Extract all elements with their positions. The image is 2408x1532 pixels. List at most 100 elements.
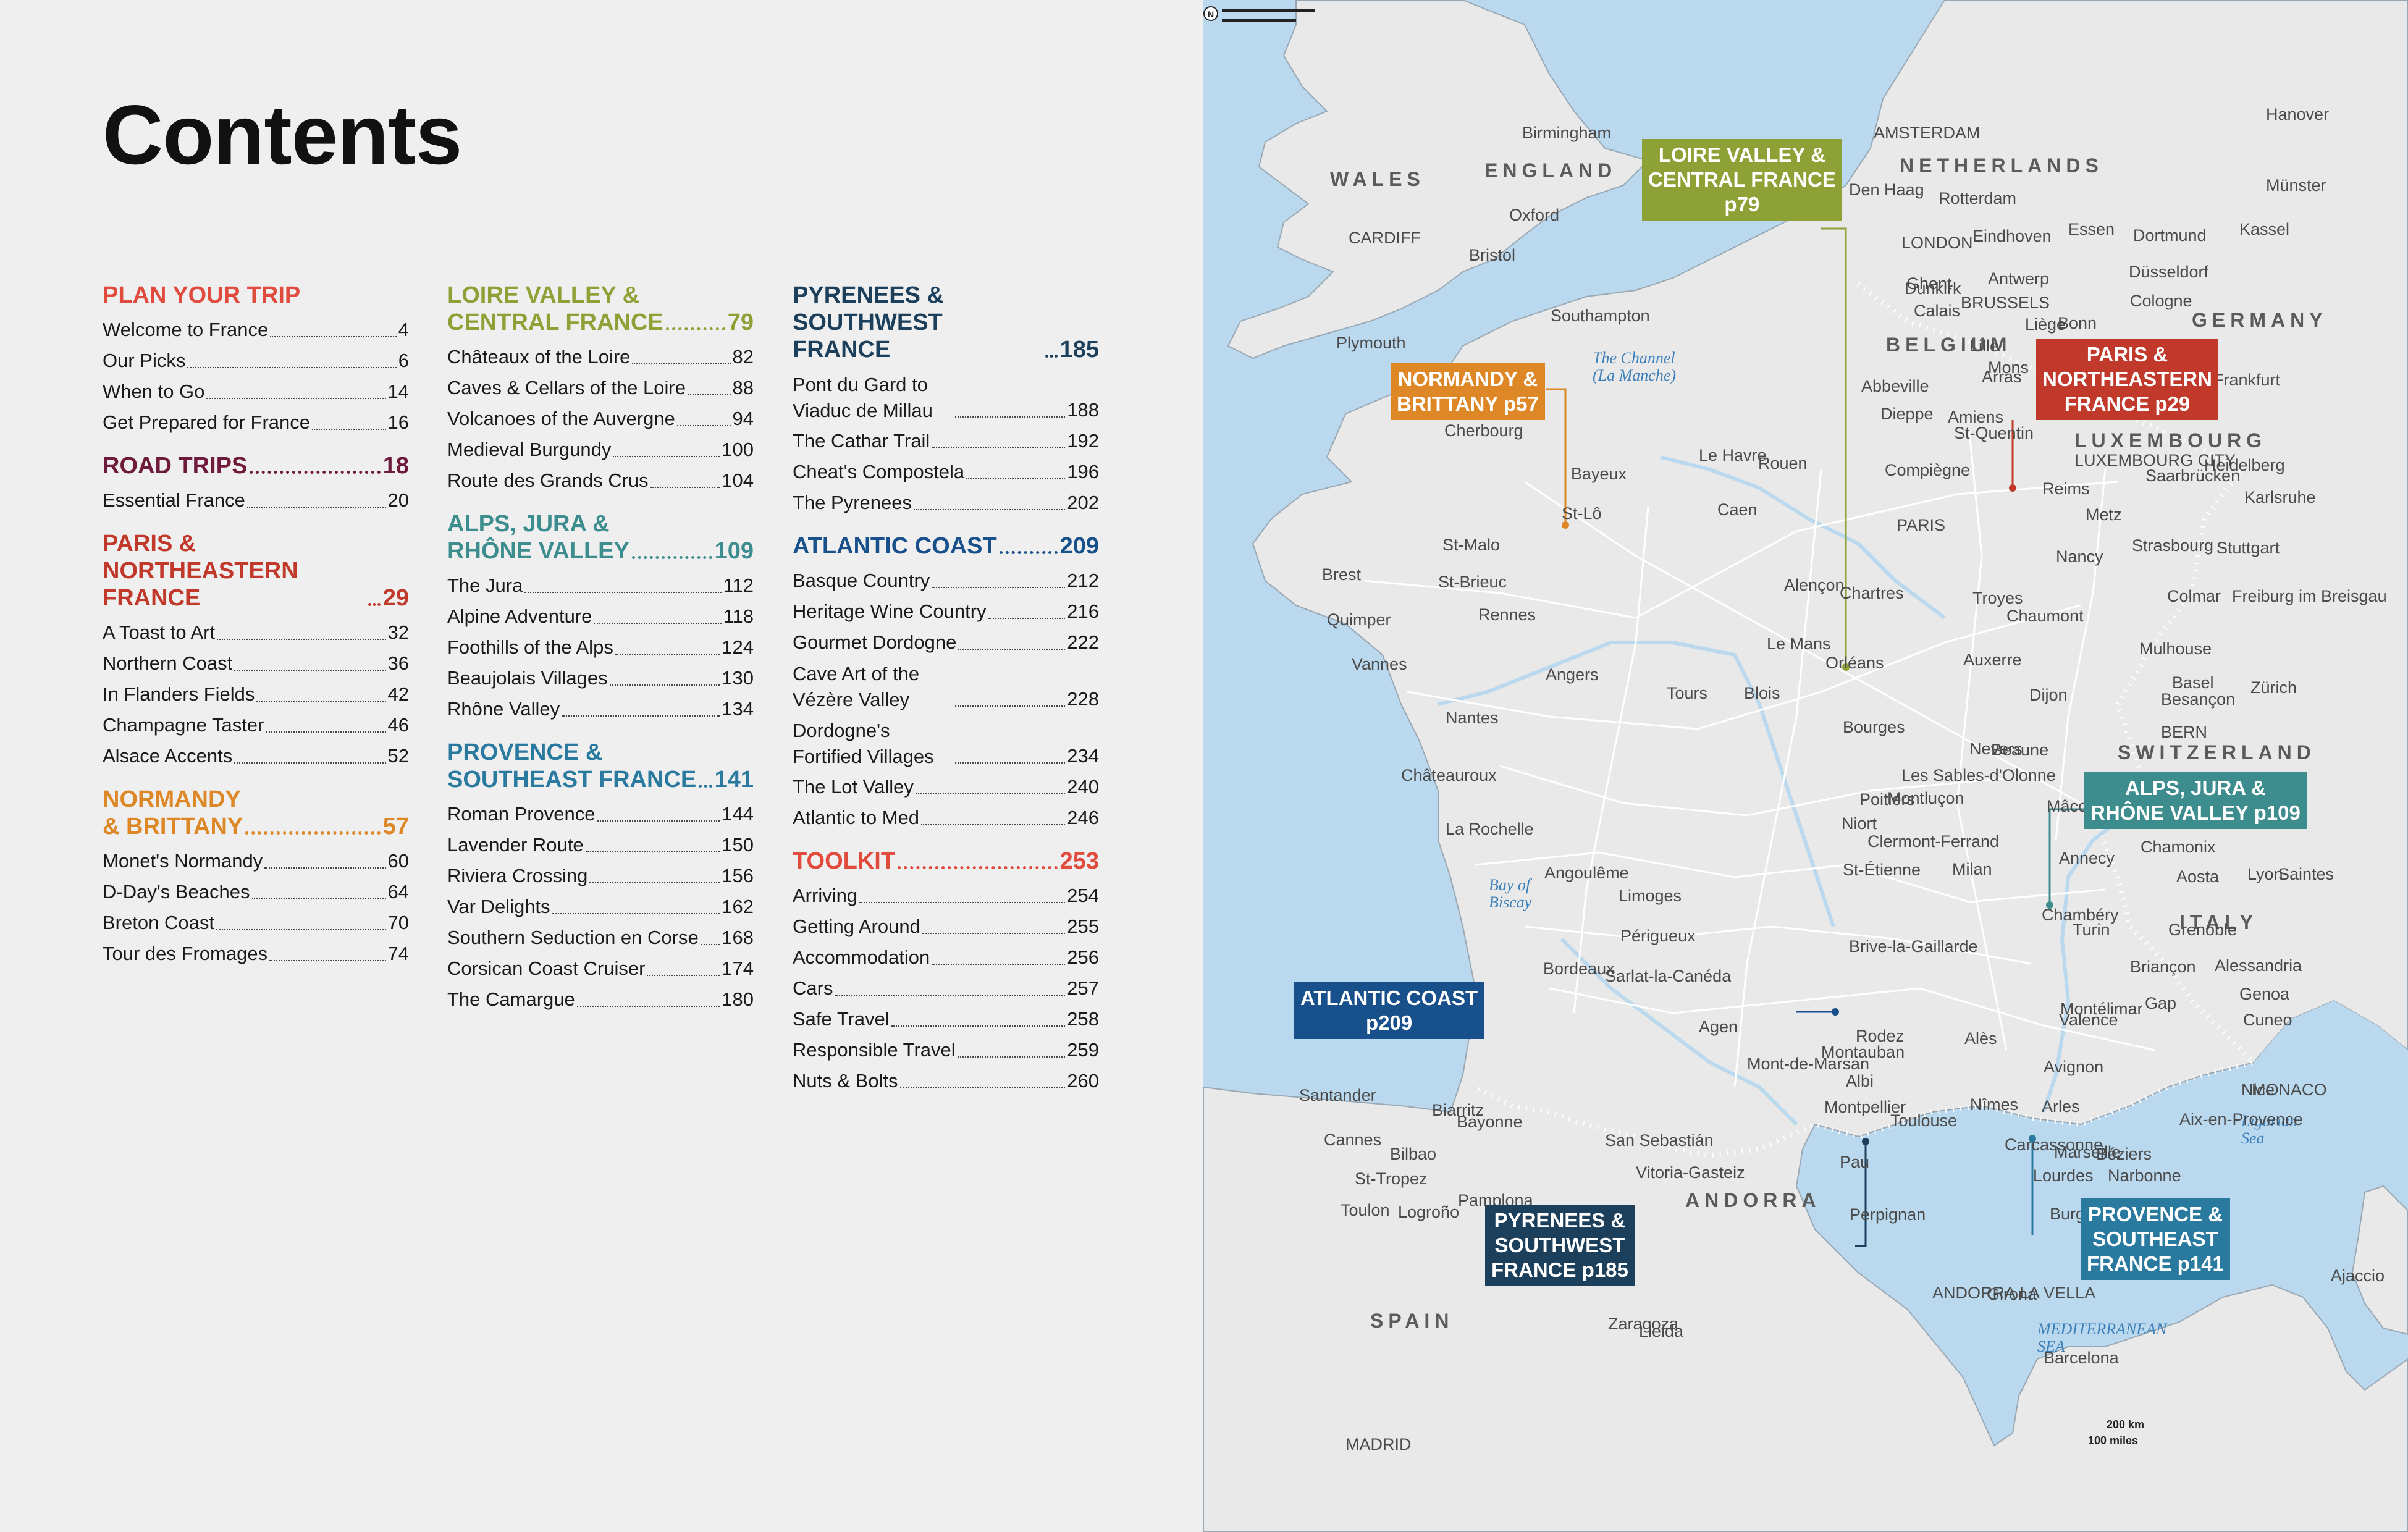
toc-entry[interactable]: Volcanoes of the Auvergne 94 xyxy=(447,402,754,432)
toc-entry[interactable]: Get Prepared for France 16 xyxy=(103,405,409,436)
page-title: Contents xyxy=(103,88,462,182)
toc-entry[interactable]: Southern Seduction en Corse 168 xyxy=(447,920,754,951)
toc-entry[interactable]: The Cathar Trail 192 xyxy=(793,424,1099,455)
toc-column-1: PLAN YOUR TRIP Welcome to France 4 Our Pick… xyxy=(103,282,409,983)
toc-entry[interactable]: Northern Coast 36 xyxy=(103,646,409,677)
dot-leader xyxy=(650,487,720,488)
toc-entry[interactable]: Our Picks 6 xyxy=(103,343,409,374)
city-label: Girona xyxy=(1987,1285,2037,1303)
sea-label: Bay of xyxy=(1489,876,1531,894)
city-label: Brive-la-Gaillarde xyxy=(1849,937,1978,956)
toc-entry[interactable]: Roman Provence 144 xyxy=(447,797,754,828)
region-callout[interactable]: ALPS, JURA & RHÔNE VALLEY p109 xyxy=(2084,772,2307,829)
dot-leader xyxy=(932,447,1066,448)
toc-entry[interactable]: Arriving 254 xyxy=(793,878,1099,909)
toc-entry[interactable]: Rhône Valley 134 xyxy=(447,692,754,723)
toc-entry[interactable]: Gourmet Dordogne 222 xyxy=(793,625,1099,656)
city-label: Nice xyxy=(2241,1080,2275,1099)
toc-entry[interactable]: Heritage Wine Country 216 xyxy=(793,594,1099,625)
toc-entry[interactable]: Monet's Normandy 60 xyxy=(103,844,409,875)
toc-entry[interactable]: Riviera Crossing 156 xyxy=(447,859,754,890)
toc-entry[interactable]: Alpine Adventure 118 xyxy=(447,599,754,630)
toc-entry[interactable]: Cars 257 xyxy=(793,971,1099,1002)
toc-entry-page: 124 xyxy=(722,636,754,658)
region-callout[interactable]: NORMANDY & BRITTANY p57 xyxy=(1391,363,1545,420)
city-label: Perpignan xyxy=(1850,1205,1926,1224)
toc-entry[interactable]: Châteaux of the Loire 82 xyxy=(447,340,754,371)
toc-section-title[interactable]: PROVENCE & SOUTHEAST FRANCE 141 xyxy=(447,739,754,793)
dot-leader xyxy=(958,649,1066,650)
toc-entry[interactable]: Pont du Gard to Viaduc de Millau 188 xyxy=(793,367,1099,424)
toc-entry[interactable]: Medieval Burgundy 100 xyxy=(447,432,754,463)
region-callout[interactable]: LOIRE VALLEY & CENTRAL FRANCE p79 xyxy=(1642,139,1842,221)
city-label: Besançon xyxy=(2161,690,2236,709)
toc-entry[interactable]: Basque Country 212 xyxy=(793,563,1099,594)
toc-entry[interactable]: Essential France 20 xyxy=(103,483,409,514)
toc-entry[interactable]: The Lot Valley 240 xyxy=(793,770,1099,801)
city-label: Niort xyxy=(1842,814,1877,833)
region-callout[interactable]: PARIS & NORTHEASTERN FRANCE p29 xyxy=(2036,339,2219,420)
city-label: Vitoria-Gasteiz xyxy=(1636,1163,1745,1182)
toc-section-title[interactable]: TOOLKIT 253 xyxy=(793,848,1099,875)
toc-section-title[interactable]: NORMANDY & BRITTANY 57 xyxy=(103,786,409,840)
toc-entry[interactable]: Atlantic to Med 246 xyxy=(793,801,1099,831)
toc-entry[interactable]: Var Delights 162 xyxy=(447,890,754,920)
toc-entry[interactable]: Welcome to France 4 xyxy=(103,313,409,343)
toc-entry-title: The Camargue xyxy=(447,988,575,1010)
toc-entry[interactable]: Alsace Accents 52 xyxy=(103,739,409,770)
toc-entry[interactable]: The Pyrenees 202 xyxy=(793,486,1099,516)
dot-leader xyxy=(585,851,720,852)
toc-section-title[interactable]: LOIRE VALLEY & CENTRAL FRANCE 79 xyxy=(447,282,754,336)
city-label: Toulouse xyxy=(1890,1111,1958,1130)
toc-entry[interactable]: Cave Art of the Vézère Valley 228 xyxy=(793,656,1099,713)
region-callout-text: RHÔNE VALLEY p109 xyxy=(2090,801,2301,824)
toc-entry[interactable]: Nuts & Bolts 260 xyxy=(793,1064,1099,1095)
toc-section-title[interactable]: ROAD TRIPS 18 xyxy=(103,452,409,479)
city-label: Essen xyxy=(2068,220,2115,238)
toc-entry[interactable]: D-Day's Beaches 64 xyxy=(103,875,409,906)
toc-section-title[interactable]: PYRENEES & SOUTHWEST FRANCE 185 xyxy=(793,282,1099,363)
toc-entry[interactable]: Cheat's Compostela 196 xyxy=(793,455,1099,486)
city-label: Santander xyxy=(1299,1086,1376,1105)
toc-entry[interactable]: Safe Travel 258 xyxy=(793,1002,1099,1033)
toc-entry[interactable]: Dordogne's Fortified Villages 234 xyxy=(793,713,1099,770)
toc-entry[interactable]: Lavender Route 150 xyxy=(447,828,754,859)
toc-entry[interactable]: Corsican Coast Cruiser 174 xyxy=(447,951,754,982)
region-callout[interactable]: PYRENEES & SOUTHWEST FRANCE p185 xyxy=(1485,1205,1635,1286)
toc-entry[interactable]: The Camargue 180 xyxy=(447,982,754,1013)
region-callout[interactable]: ATLANTIC COAST p209 xyxy=(1294,982,1484,1039)
toc-entry[interactable]: Accommodation 256 xyxy=(793,940,1099,971)
city-label: Brest xyxy=(1322,565,1362,584)
toc-entry-page: 168 xyxy=(722,927,754,948)
toc-section-page: 29 xyxy=(382,585,409,611)
city-label: Cologne xyxy=(2130,292,2192,310)
toc-section-title[interactable]: PLAN YOUR TRIP xyxy=(103,282,409,309)
toc-entry[interactable]: In Flanders Fields 42 xyxy=(103,677,409,708)
toc-entry[interactable]: The Jura 112 xyxy=(447,568,754,599)
toc-section-title[interactable]: ATLANTIC COAST 209 xyxy=(793,532,1099,560)
toc-section-title[interactable]: PARIS & NORTHEASTERN FRANCE 29 xyxy=(103,530,409,612)
region-callout[interactable]: PROVENCE & SOUTHEAST FRANCE p141 xyxy=(2081,1198,2230,1280)
toc-entry[interactable]: Foothills of the Alps 124 xyxy=(447,630,754,661)
toc-section-title[interactable]: ALPS, JURA & RHÔNE VALLEY 109 xyxy=(447,510,754,565)
toc-entry[interactable]: Getting Around 255 xyxy=(793,909,1099,940)
dot-leader xyxy=(562,715,720,717)
toc-section-title-text: CENTRAL FRANCE xyxy=(447,309,663,335)
france-region-map: WALES ENGLAND NETHERLANDS BELGIUM GERMANY LUX… xyxy=(1203,0,2408,1532)
toc-entry[interactable]: Route des Grands Crus 104 xyxy=(447,463,754,494)
country-label: GERMANY xyxy=(2192,309,2328,331)
dot-leader xyxy=(1045,355,1058,358)
city-label: AMSTERDAM xyxy=(1874,124,1981,142)
toc-entry[interactable]: Tour des Fromages 74 xyxy=(103,936,409,967)
toc-entry[interactable]: Beaujolais Villages 130 xyxy=(447,661,754,692)
toc-entry[interactable]: When to Go 14 xyxy=(103,374,409,405)
toc-entry[interactable]: A Toast to Art 32 xyxy=(103,615,409,646)
toc-entry[interactable]: Champagne Taster 46 xyxy=(103,708,409,739)
road-network xyxy=(1363,432,2155,1088)
toc-entry[interactable]: Responsible Travel 259 xyxy=(793,1033,1099,1064)
toc-entry[interactable]: Caves & Cellars of the Loire 88 xyxy=(447,371,754,402)
toc-entry[interactable]: Breton Coast 70 xyxy=(103,906,409,936)
city-label: Nancy xyxy=(2056,547,2103,566)
dot-leader xyxy=(999,551,1058,554)
city-label: Rotterdam xyxy=(1939,189,2017,208)
